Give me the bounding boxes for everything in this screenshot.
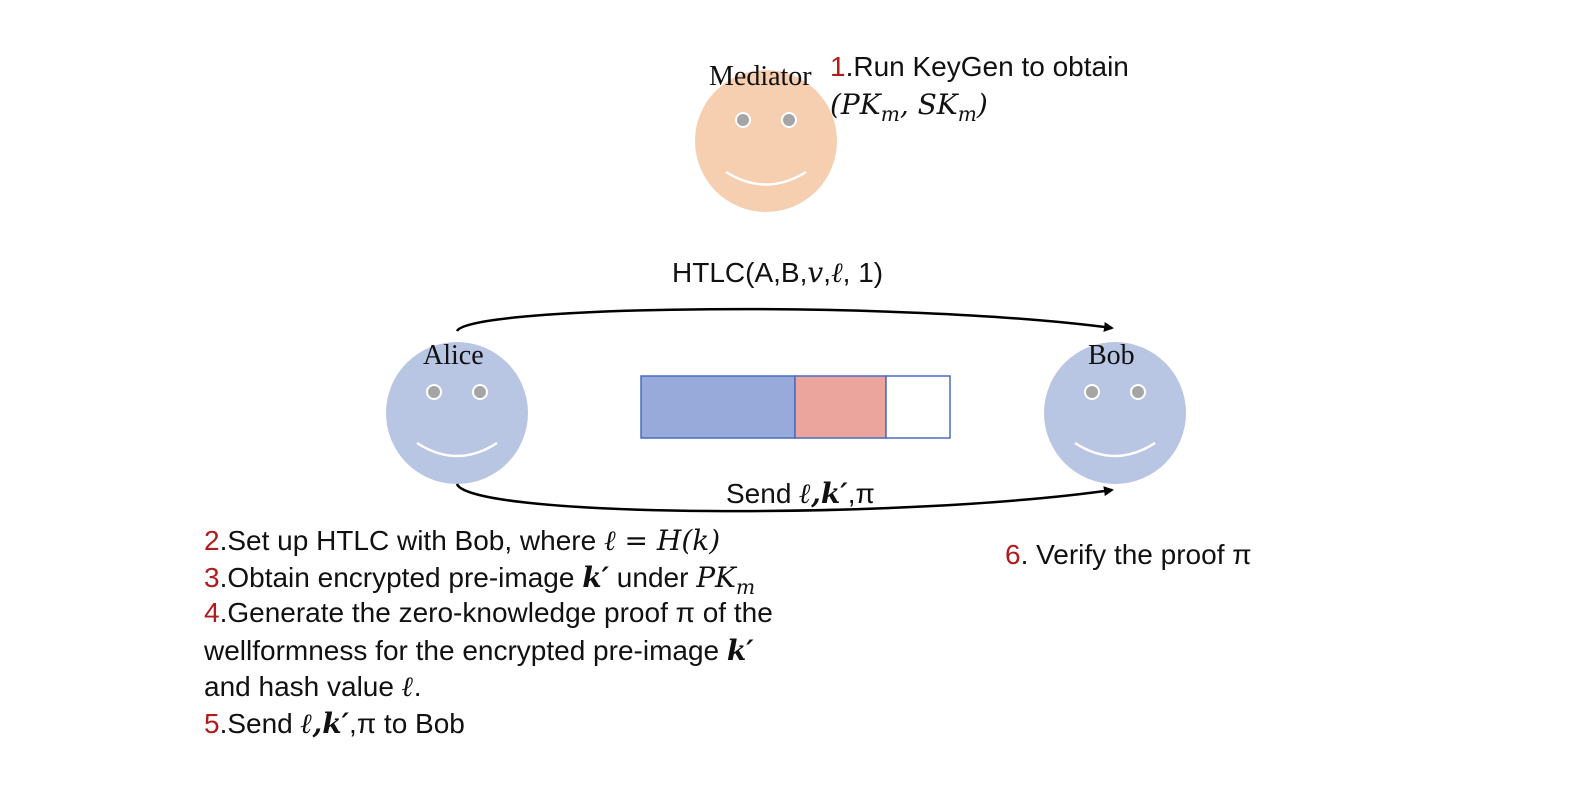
bar-empty-segment bbox=[885, 375, 951, 439]
bob-face bbox=[1044, 342, 1186, 484]
send-label-prefix: Send bbox=[726, 478, 800, 509]
step-5-suffix: ,π to Bob bbox=[349, 707, 465, 739]
step-6-text: . Verify the proof π bbox=[1020, 539, 1252, 570]
step-2-text: .Set up HTLC with Bob, where bbox=[219, 525, 604, 556]
htlc-label: HTLC(A,B,v,ℓ, 1) bbox=[672, 256, 883, 290]
mediator-right-eye bbox=[781, 112, 797, 128]
step-1-text: .Run KeyGen to obtain bbox=[845, 51, 1129, 82]
htlc-label-suffix: , 1) bbox=[842, 257, 884, 288]
step-4-line-2-text: wellformness for the encrypted pre-image bbox=[204, 634, 727, 666]
encrypted-bar bbox=[640, 375, 951, 439]
htlc-label-ell: ℓ bbox=[830, 256, 843, 289]
step-1-number: 1 bbox=[830, 51, 846, 82]
step-2: 2.Set up HTLC with Bob, where ℓ = H(k) bbox=[204, 524, 773, 561]
mediator-face-circle bbox=[695, 70, 837, 212]
step-3-pk-subscript: m bbox=[735, 574, 756, 599]
step-4-line-3: and hash value ℓ. bbox=[204, 670, 773, 707]
alice-label: Alice bbox=[423, 340, 484, 371]
mediator-keypair: (PKm, SKm) bbox=[830, 87, 1129, 126]
keypair-close: ) bbox=[976, 87, 988, 121]
htlc-label-v: v bbox=[807, 256, 824, 289]
mediator-left-eye bbox=[735, 112, 751, 128]
step-5-ell: ℓ bbox=[300, 706, 313, 740]
bar-blue-segment bbox=[640, 375, 796, 439]
step-4-kprime: k′ bbox=[726, 633, 754, 667]
alice-face bbox=[386, 342, 528, 484]
alice-left-eye bbox=[426, 384, 442, 400]
mediator-label: Mediator bbox=[709, 61, 812, 92]
step-6: 6. Verify the proof π bbox=[1005, 539, 1252, 571]
step-3-kprime: k′ bbox=[582, 560, 610, 594]
step-3-text: .Obtain encrypted pre-image bbox=[219, 561, 583, 593]
step-5-text: .Send bbox=[219, 707, 301, 739]
send-arrow bbox=[455, 483, 1114, 513]
mediator-smile bbox=[725, 170, 807, 186]
step-2-number: 2 bbox=[204, 525, 220, 556]
step-3: 3.Obtain encrypted pre-image k′ under PK… bbox=[204, 560, 773, 599]
htlc-arrow bbox=[455, 307, 1114, 332]
step-3-pk: PK bbox=[696, 560, 736, 594]
sk-part: , SK bbox=[899, 87, 958, 121]
alice-face-circle bbox=[386, 342, 528, 484]
alice-steps: 2.Set up HTLC with Bob, where ℓ = H(k) 3… bbox=[204, 524, 773, 743]
step-4-text: .Generate the zero-knowledge proof π of … bbox=[219, 597, 773, 628]
step-4-period: . bbox=[413, 671, 422, 702]
step-1: 1.Run KeyGen to obtain (PKm, SKm) bbox=[830, 51, 1129, 126]
htlc-label-prefix: HTLC(A,B, bbox=[672, 257, 808, 288]
step-4: 4.Generate the zero-knowledge proof π of… bbox=[204, 597, 773, 634]
bob-left-eye bbox=[1084, 384, 1100, 400]
step-2-math: ℓ = H(k) bbox=[603, 524, 721, 557]
step-5: 5.Send ℓ,k′,π to Bob bbox=[204, 707, 773, 744]
step-4-ell: ℓ bbox=[401, 670, 414, 703]
pk-part: (PK bbox=[830, 87, 881, 121]
send-label-comma: , bbox=[811, 477, 821, 510]
mediator-face bbox=[695, 70, 837, 212]
bob-smile bbox=[1074, 441, 1156, 458]
send-label-kprime: k′ bbox=[820, 477, 848, 510]
send-label-suffix: ,π bbox=[847, 478, 875, 509]
step-4-line-3-text: and hash value bbox=[204, 671, 402, 702]
step-5-number: 5 bbox=[204, 707, 220, 739]
step-5-kprime: k′ bbox=[322, 706, 350, 740]
alice-smile bbox=[416, 441, 498, 458]
bob-right-eye bbox=[1130, 384, 1146, 400]
sk-subscript: m bbox=[957, 101, 977, 126]
alice-right-eye bbox=[472, 384, 488, 400]
bob-label: Bob bbox=[1088, 340, 1135, 371]
pk-subscript: m bbox=[880, 101, 900, 126]
send-label: Send ℓ,k′,π bbox=[726, 477, 875, 511]
step-3-mid: under bbox=[609, 561, 697, 593]
step-6-number: 6 bbox=[1005, 539, 1021, 570]
bob-face-circle bbox=[1044, 342, 1186, 484]
send-label-ell: ℓ bbox=[799, 477, 812, 510]
step-3-number: 3 bbox=[204, 561, 220, 593]
step-4-number: 4 bbox=[204, 597, 220, 628]
bar-red-segment bbox=[794, 375, 887, 439]
htlc-label-sep: , bbox=[823, 257, 831, 288]
step-5-comma: , bbox=[312, 706, 323, 740]
step-4-line-2: wellformness for the encrypted pre-image… bbox=[204, 634, 773, 671]
